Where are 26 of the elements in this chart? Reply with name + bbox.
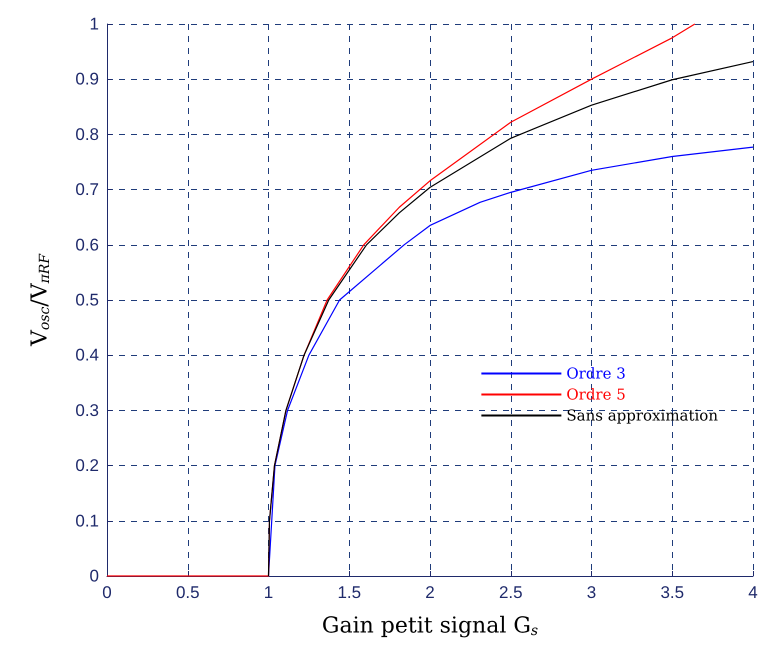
text: Sans approximation xyxy=(566,406,718,424)
x-tick-label: 0.5 xyxy=(176,583,200,602)
x-tick-label: 0 xyxy=(102,583,112,602)
x-tick-label: 4 xyxy=(748,583,758,602)
x-tick-label: 3.5 xyxy=(660,583,684,602)
y-tick-label: 0.2 xyxy=(75,456,99,476)
y-tick-label: 0.1 xyxy=(75,511,99,530)
x-tick-label: 2.5 xyxy=(498,583,523,602)
y-tick-label: 0.3 xyxy=(75,400,99,420)
y-tick-label: 0.9 xyxy=(75,70,99,89)
x-tick-label: 1 xyxy=(264,583,274,602)
text: Ordre 5 xyxy=(566,386,626,404)
y-tick-label: 0.4 xyxy=(75,346,99,365)
y-tick-label: 0.5 xyxy=(75,290,99,310)
y-tick-label: 0.6 xyxy=(75,235,99,254)
y-tick-label: 0.8 xyxy=(75,124,99,144)
y-tick-label: 1 xyxy=(90,14,99,34)
y-axis-title: Vosc/VπRF xyxy=(28,252,53,348)
x-tick-label: 3 xyxy=(586,583,596,602)
x-axis-title: Gain petit signal Gs xyxy=(322,614,538,639)
x-tick-label: 2 xyxy=(425,583,435,602)
line-series xyxy=(268,60,754,577)
x-tick-label: 1.5 xyxy=(337,583,362,602)
text: Ordre 3 xyxy=(566,364,626,382)
y-tick-label: 0.7 xyxy=(75,180,99,200)
y-tick-label: 0 xyxy=(90,566,99,586)
